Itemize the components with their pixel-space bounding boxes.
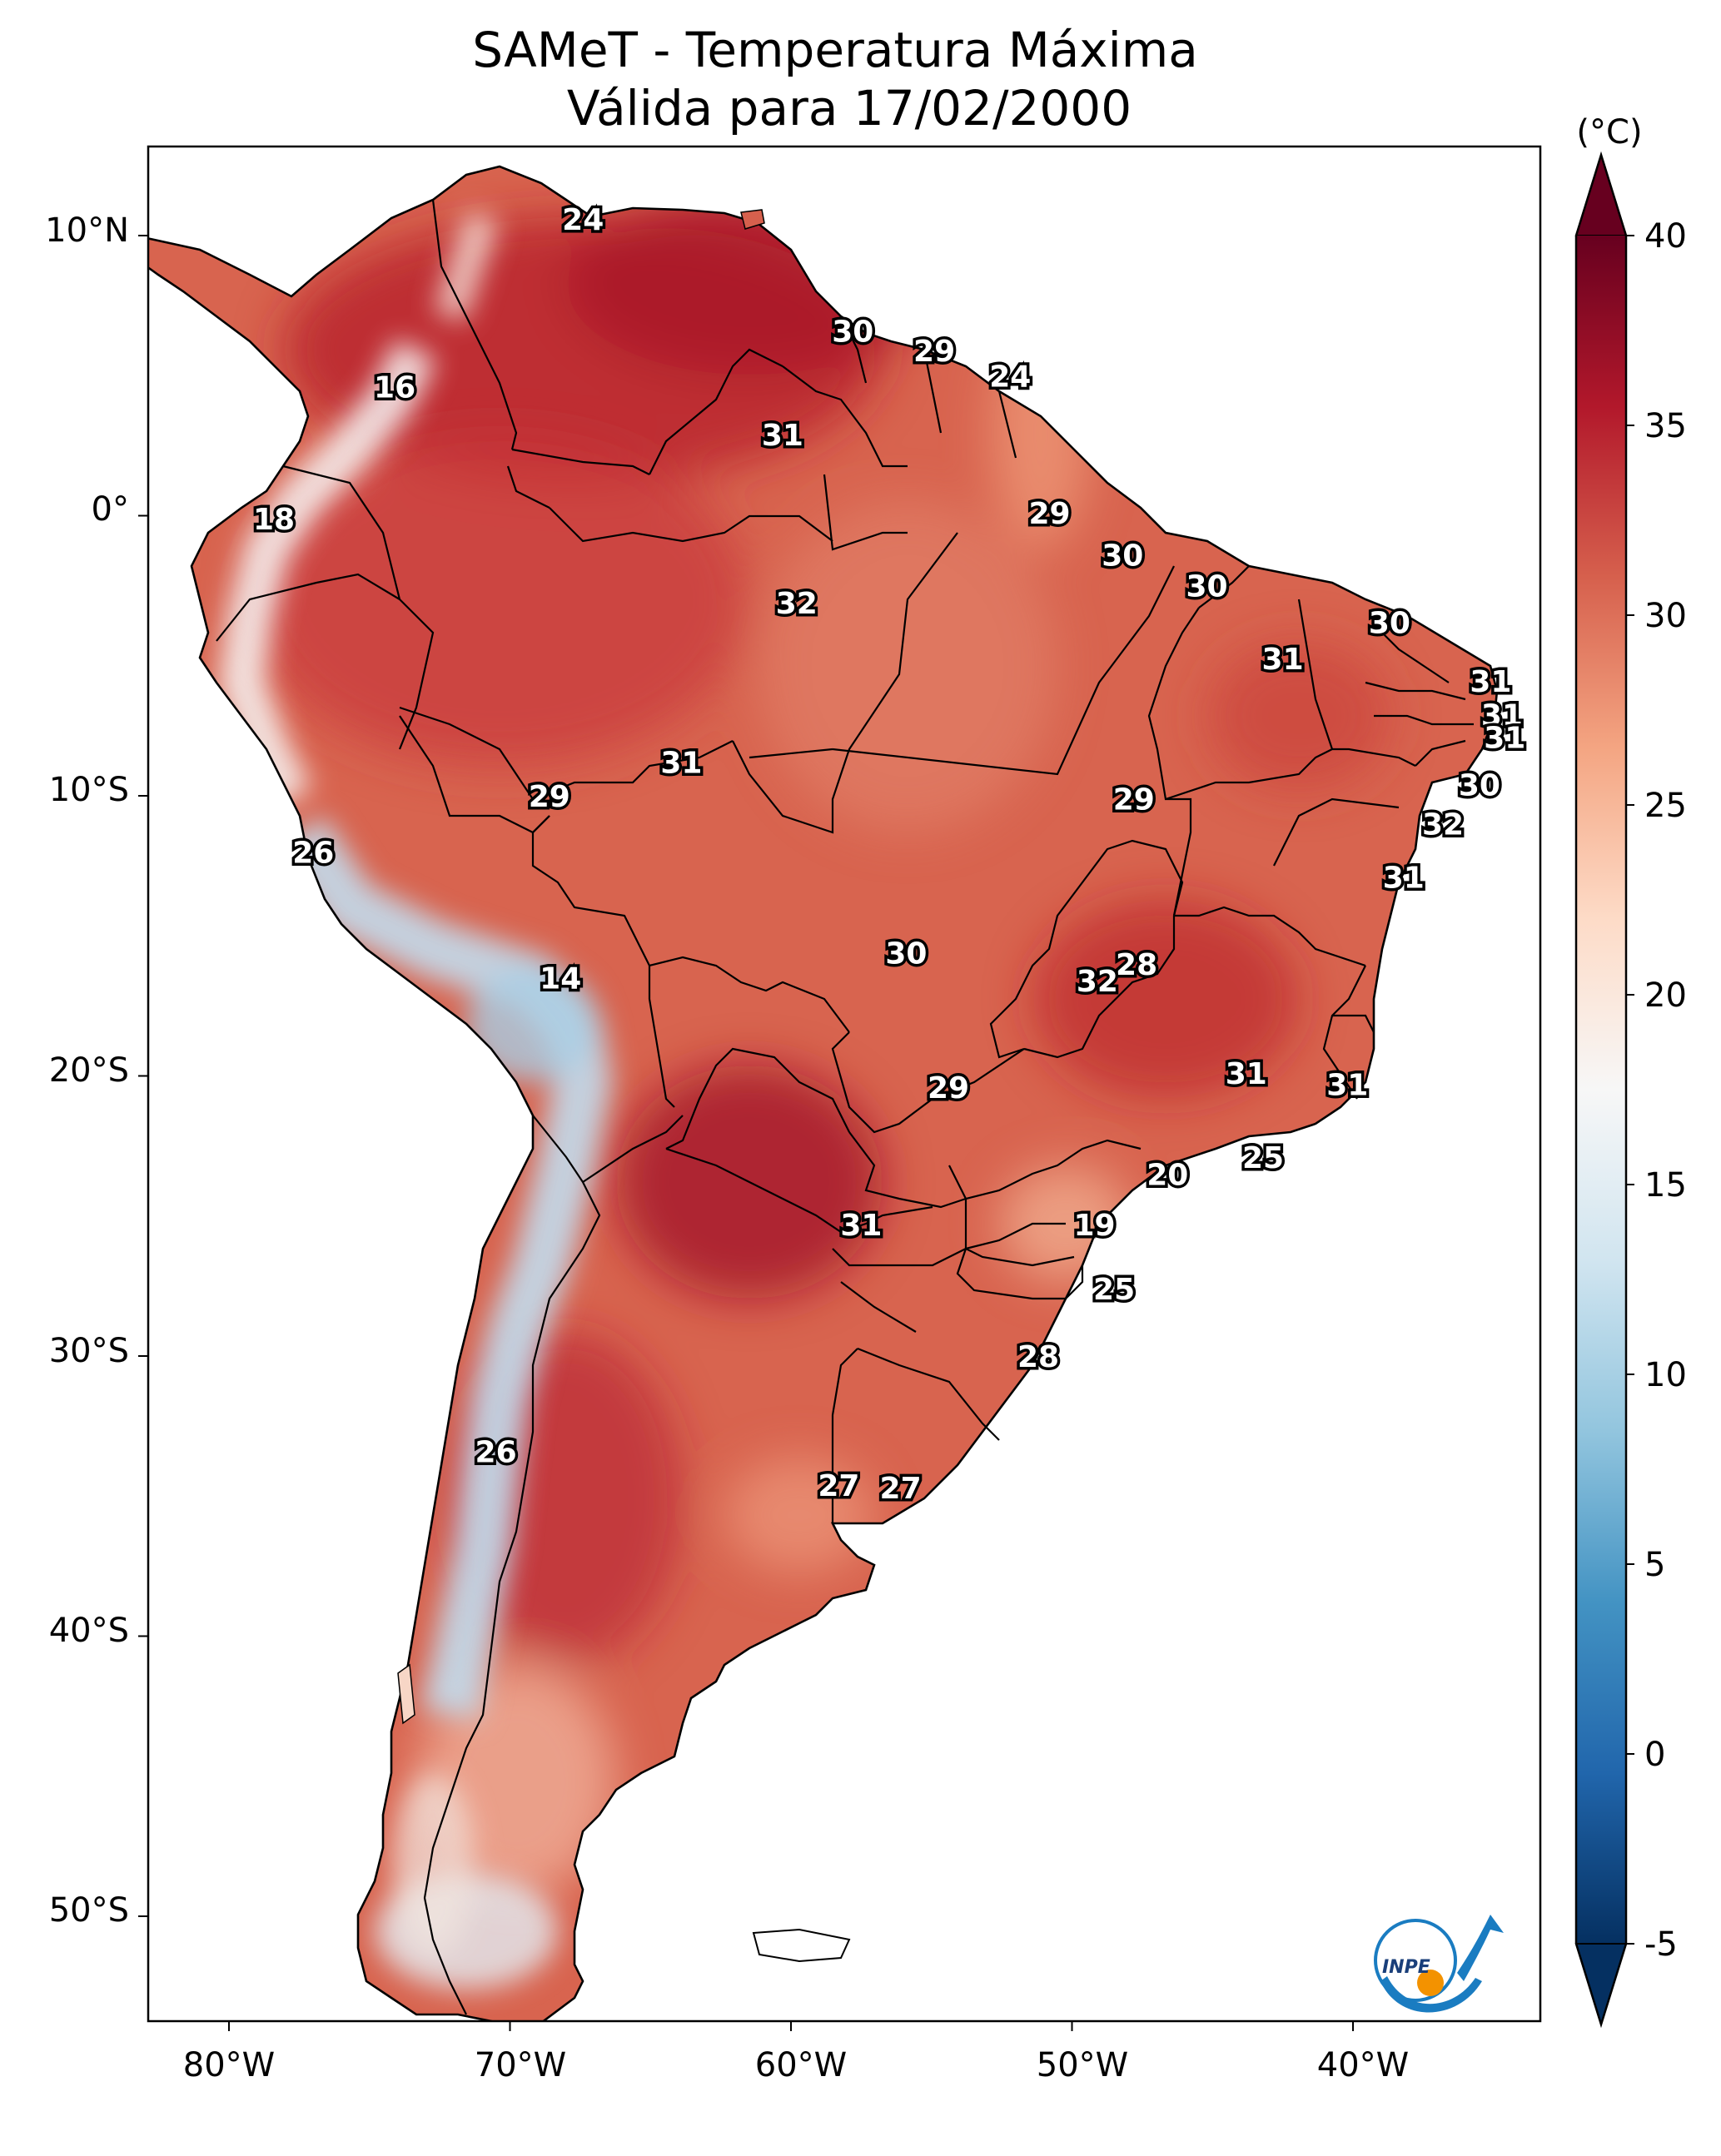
axis-ticks: 80°W 70°W 60°W 50°W 40°W 10°N 0° 10°S 20… xyxy=(45,211,1409,2084)
temperature-label: 26 xyxy=(475,1435,517,1469)
colorbar-min-arrow xyxy=(1574,1943,1628,2028)
colorbar-tick-label: 35 xyxy=(1644,407,1687,445)
temperature-label: 29 xyxy=(1113,782,1155,817)
map-subtitle: Válida para 17/02/2000 xyxy=(567,80,1132,137)
colorbar-tick-label: 15 xyxy=(1644,1166,1687,1205)
temperature-label: 30 xyxy=(885,936,927,971)
temperature-label: 28 xyxy=(1116,948,1157,982)
temperature-label: 31 xyxy=(1470,665,1511,699)
temperature-label: 28 xyxy=(1017,1340,1059,1374)
temperature-label: 29 xyxy=(1028,497,1070,531)
colorbar-tick-label: 25 xyxy=(1644,787,1687,825)
temperature-label: 31 xyxy=(1226,1057,1267,1091)
temperature-label: 31 xyxy=(1383,862,1425,896)
lon-tick-70w: 70°W xyxy=(475,2046,566,2084)
falkland-islands xyxy=(752,1928,851,1963)
temperature-label: 32 xyxy=(1077,965,1118,999)
lat-tick-40s: 40°S xyxy=(49,1612,129,1650)
temperature-label: 27 xyxy=(880,1472,922,1506)
colorbar: (°C) 40 35 30 25 20 15 10 5 0 -5 xyxy=(1574,113,1687,2029)
temperature-label: 29 xyxy=(529,780,570,814)
lat-tick-30s: 30°S xyxy=(49,1332,129,1370)
colorbar-tick-label: 0 xyxy=(1644,1736,1665,1774)
coastline xyxy=(148,165,1499,2021)
temperature-label: 31 xyxy=(1262,643,1304,677)
temperature-label: 24 xyxy=(562,203,604,237)
colorbar-unit: (°C) xyxy=(1576,113,1642,152)
lon-tick-80w: 80°W xyxy=(183,2046,275,2084)
temperature-label: 25 xyxy=(1242,1141,1284,1175)
colorbar-tick-label: 30 xyxy=(1644,597,1687,635)
temperature-label: 31 xyxy=(1481,698,1523,733)
temperature-label: 20 xyxy=(1147,1158,1188,1192)
temperature-label: 26 xyxy=(292,836,334,870)
temperature-label: 32 xyxy=(1422,808,1464,842)
chiloe-island xyxy=(397,1663,415,1725)
temperature-label: 16 xyxy=(374,371,415,405)
temperature-label: 31 xyxy=(840,1209,882,1243)
colorbar-tick-label: 40 xyxy=(1644,217,1687,256)
temperature-label: 19 xyxy=(1073,1209,1115,1243)
colorbar-gradient xyxy=(1576,236,1626,1944)
trinidad-island xyxy=(740,209,765,230)
temperature-label: 30 xyxy=(1102,539,1143,574)
colorbar-tick-label: 5 xyxy=(1644,1546,1665,1584)
shading-warm xyxy=(250,191,1390,1898)
colorbar-tick-label: 10 xyxy=(1644,1356,1687,1394)
lat-tick-0: 0° xyxy=(92,490,129,529)
temperature-label: 24 xyxy=(989,360,1031,394)
temperature-label: 30 xyxy=(1186,570,1227,604)
shading-andes xyxy=(217,211,613,1990)
inpe-logo-text: INPE xyxy=(1382,1957,1430,1978)
colorbar-ticks: 40 35 30 25 20 15 10 5 0 -5 xyxy=(1626,217,1687,1964)
temperature-label: 18 xyxy=(253,503,295,537)
lat-tick-50s: 50°S xyxy=(49,1891,129,1930)
temperature-label: 14 xyxy=(540,962,581,996)
lon-tick-50w: 50°W xyxy=(1037,2046,1128,2084)
temperature-label: 29 xyxy=(913,335,955,369)
temperature-label: 29 xyxy=(928,1071,969,1105)
temperature-label: 31 xyxy=(1326,1069,1368,1103)
lat-tick-10n: 10°N xyxy=(45,211,129,250)
map-title: SAMeT - Temperatura Máxima xyxy=(472,22,1198,78)
lon-tick-60w: 60°W xyxy=(755,2046,847,2084)
colorbar-tick-label: -5 xyxy=(1644,1925,1678,1964)
temperature-label: 31 xyxy=(660,747,702,781)
temperature-label: 30 xyxy=(832,315,873,349)
temperature-label: 30 xyxy=(1369,606,1410,640)
map-frame xyxy=(147,145,1542,2023)
lat-tick-20s: 20°S xyxy=(49,1051,129,1090)
temperature-label: 30 xyxy=(1459,769,1500,803)
political-borders xyxy=(216,199,1474,2015)
temperature-label: 27 xyxy=(818,1469,859,1503)
inpe-logo: INPE xyxy=(1374,1915,1504,2013)
temperature-label: 31 xyxy=(762,419,803,453)
temperature-field xyxy=(148,166,1497,2021)
lon-tick-40w: 40°W xyxy=(1317,2046,1409,2084)
temperature-label: 32 xyxy=(776,587,818,621)
temperature-label: 25 xyxy=(1093,1273,1135,1307)
colorbar-tick-label: 20 xyxy=(1644,976,1687,1015)
colorbar-max-arrow xyxy=(1574,152,1628,236)
lat-tick-10s: 10°S xyxy=(49,771,129,809)
temperature-label: 31 xyxy=(1484,721,1525,755)
